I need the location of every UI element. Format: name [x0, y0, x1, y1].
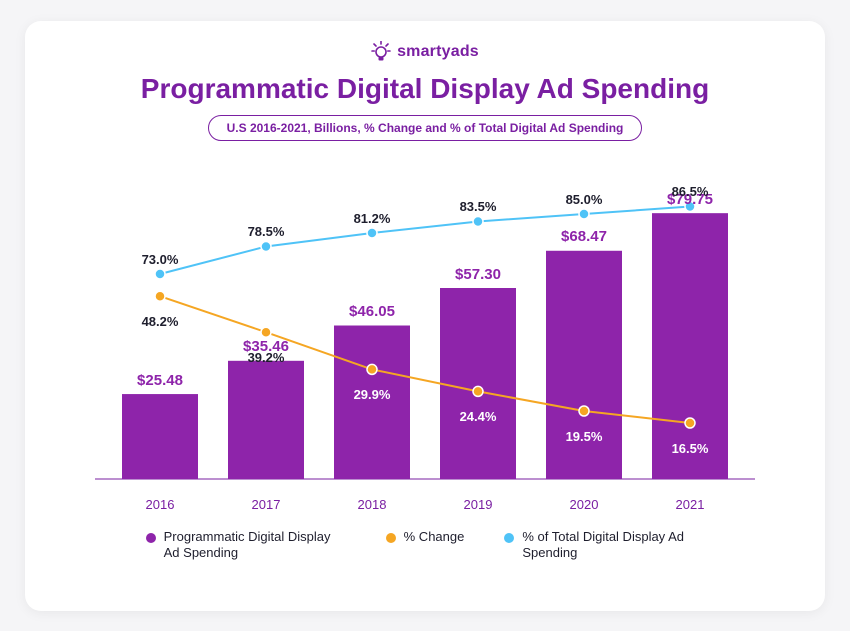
bar-value-label: $25.48	[137, 372, 183, 389]
legend-dot	[146, 533, 156, 543]
change-label: 24.4%	[460, 409, 497, 424]
chart-title: Programmatic Digital Display Ad Spending	[65, 73, 785, 105]
share-marker	[473, 216, 483, 226]
share-marker	[261, 241, 271, 251]
category-label: 2019	[464, 497, 493, 512]
chart-legend: Programmatic Digital Display Ad Spending…	[65, 529, 785, 563]
chart-canvas	[95, 159, 755, 489]
share-label: 81.2%	[354, 211, 391, 226]
change-label: 48.2%	[142, 314, 179, 329]
change-marker	[473, 386, 483, 396]
bar	[652, 213, 728, 479]
legend-item: Programmatic Digital Display Ad Spending	[146, 529, 346, 563]
brand-name: smartyads	[397, 43, 479, 61]
change-label: 16.5%	[672, 441, 709, 456]
change-marker	[579, 406, 589, 416]
legend-dot	[504, 533, 514, 543]
share-marker	[155, 269, 165, 279]
change-marker	[155, 291, 165, 301]
share-marker	[367, 228, 377, 238]
change-label: 29.9%	[354, 387, 391, 402]
share-label: 83.5%	[460, 199, 497, 214]
legend-item: % of Total Digital Display Ad Spending	[504, 529, 704, 563]
share-marker	[579, 209, 589, 219]
category-label: 2017	[252, 497, 281, 512]
category-label: 2016	[146, 497, 175, 512]
legend-dot	[386, 533, 396, 543]
category-label: 2020	[570, 497, 599, 512]
share-label: 85.0%	[566, 192, 603, 207]
bar	[228, 360, 304, 478]
share-label: 86.5%	[672, 184, 709, 199]
bar-value-label: $46.05	[349, 303, 395, 320]
category-label: 2021	[676, 497, 705, 512]
share-label: 73.0%	[142, 252, 179, 267]
bar	[546, 250, 622, 478]
bar	[440, 288, 516, 479]
bar	[122, 394, 198, 479]
legend-label: Programmatic Digital Display Ad Spending	[164, 529, 346, 563]
legend-label: % Change	[404, 529, 465, 546]
lightbulb-icon	[371, 41, 391, 63]
change-marker	[367, 364, 377, 374]
legend-item: % Change	[386, 529, 465, 563]
change-marker	[261, 327, 271, 337]
bar-value-label: $57.30	[455, 266, 501, 283]
chart-card: smartyads Programmatic Digital Display A…	[25, 21, 825, 611]
change-marker	[685, 418, 695, 428]
change-label: 19.5%	[566, 429, 603, 444]
category-label: 2018	[358, 497, 387, 512]
bar-value-label: $68.47	[561, 228, 607, 245]
combo-chart: $25.482016$35.462017$46.052018$57.302019…	[95, 159, 755, 489]
brand-logo: smartyads	[65, 41, 785, 63]
change-label: 39.2%	[248, 350, 285, 365]
chart-subtitle: U.S 2016-2021, Billions, % Change and % …	[208, 115, 643, 141]
share-label: 78.5%	[248, 224, 285, 239]
legend-label: % of Total Digital Display Ad Spending	[522, 529, 704, 563]
